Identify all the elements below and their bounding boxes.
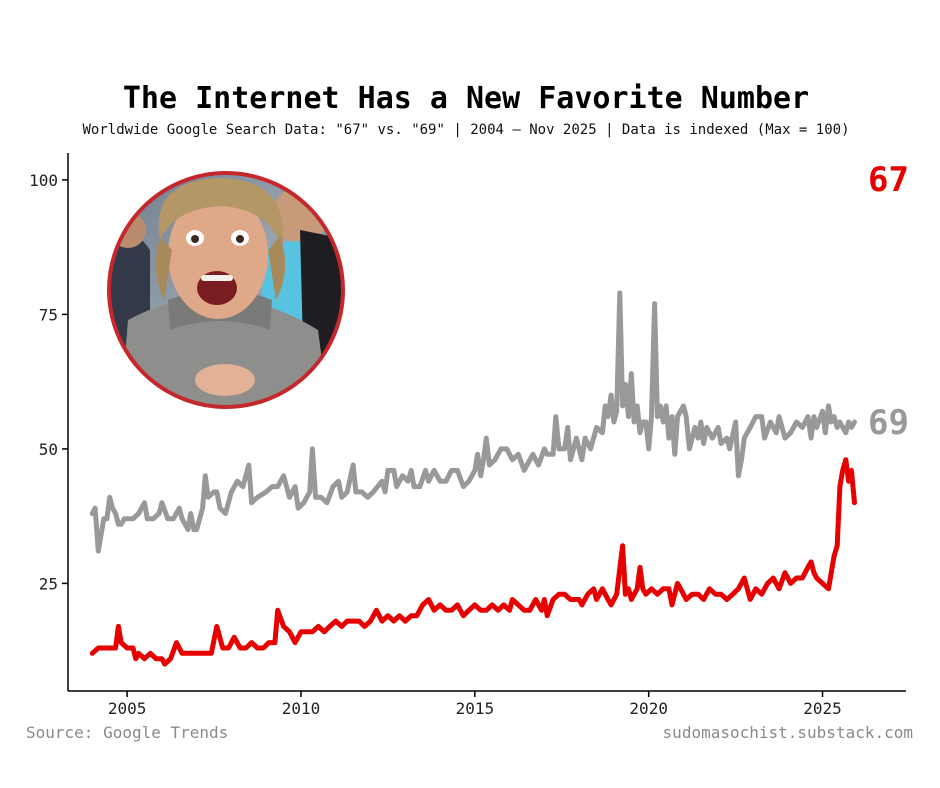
source-note: Source: Google Trends xyxy=(26,723,228,742)
y-axis-ticks: 25 50 75 100 xyxy=(29,171,68,593)
photo-inset xyxy=(107,171,345,409)
x-tick-label: 2020 xyxy=(629,699,668,718)
y-tick-label: 100 xyxy=(29,171,58,190)
series-line-67 xyxy=(89,457,857,667)
x-axis-ticks: 2005 2010 2015 2020 2025 xyxy=(108,691,842,718)
series-layer xyxy=(89,290,857,667)
x-tick-label: 2015 xyxy=(456,699,495,718)
website-credit: sudomasochist.substack.com xyxy=(663,723,913,742)
series-69-end-label: 69 xyxy=(868,403,909,443)
y-tick-label: 75 xyxy=(39,305,58,324)
series-line-69 xyxy=(89,290,857,554)
y-tick-label: 50 xyxy=(39,440,58,459)
chart-title: The Internet Has a New Favorite Number xyxy=(123,81,809,116)
series-67-end-label: 67 xyxy=(868,160,909,200)
x-tick-label: 2025 xyxy=(803,699,842,718)
x-tick-label: 2005 xyxy=(108,699,147,718)
y-tick-label: 25 xyxy=(39,574,58,593)
x-tick-label: 2010 xyxy=(282,699,321,718)
chart-subtitle: Worldwide Google Search Data: "67" vs. "… xyxy=(82,122,849,138)
